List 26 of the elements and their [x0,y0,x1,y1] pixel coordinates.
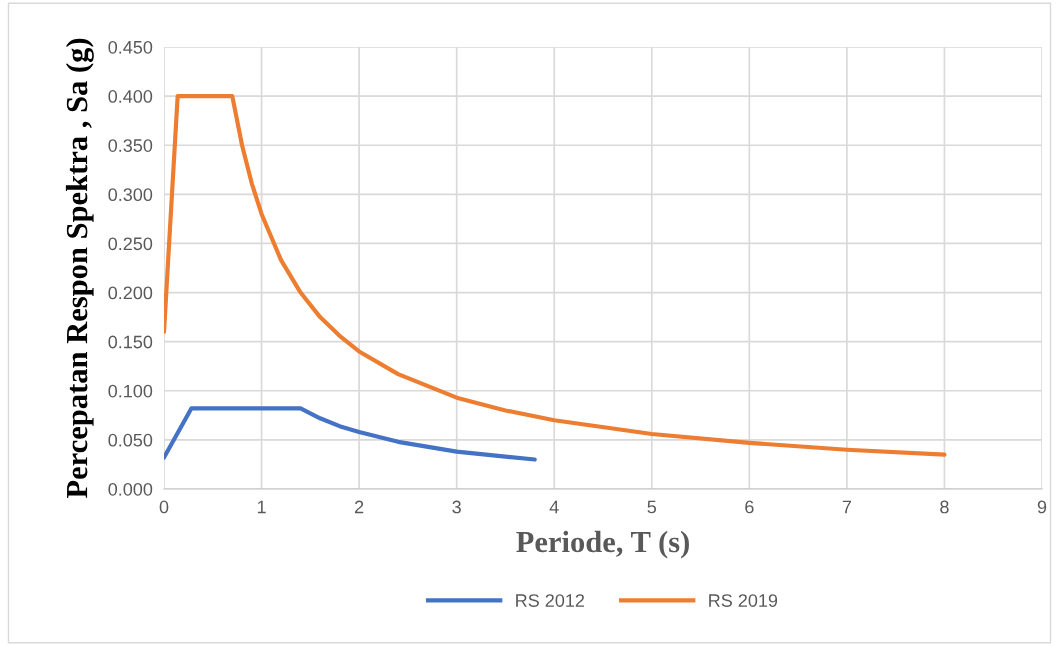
x-tick-label: 8 [940,500,949,514]
y-tick-label: 0.250 [108,237,153,251]
y-tick-label: 0.100 [108,384,153,398]
x-tick-label: 5 [647,500,657,514]
x-tick-label: 3 [452,500,461,514]
y-tick-label: 0.450 [108,40,153,54]
x-tick-label: 1 [257,500,266,514]
x-tick-label: 4 [549,500,559,514]
legend-label: RS 2019 [709,594,778,607]
y-tick-label: 0.300 [108,188,153,202]
y-tick-label: 0.400 [108,90,153,103]
y-tick-label: 0.150 [108,335,153,349]
line-series [164,406,537,462]
y-tick-label: 0.350 [108,139,153,152]
x-tick-label: 6 [745,500,754,514]
legend-label: RS 2012 [516,594,585,607]
x-tick-label: 2 [355,500,364,514]
x-axis-title: Periode, T (s) [516,530,689,559]
x-tick-label: 9 [1037,500,1047,514]
x-tick-label: 0 [159,500,169,514]
y-axis-title: Percepatan Respon Spektra , Sa (g) [65,38,94,499]
y-tick-label: 0.050 [108,433,153,447]
x-tick-label: 7 [842,500,851,514]
line-series [164,94,947,457]
y-tick-label: 0.200 [108,286,153,300]
y-tick-label: 0.000 [108,482,153,496]
